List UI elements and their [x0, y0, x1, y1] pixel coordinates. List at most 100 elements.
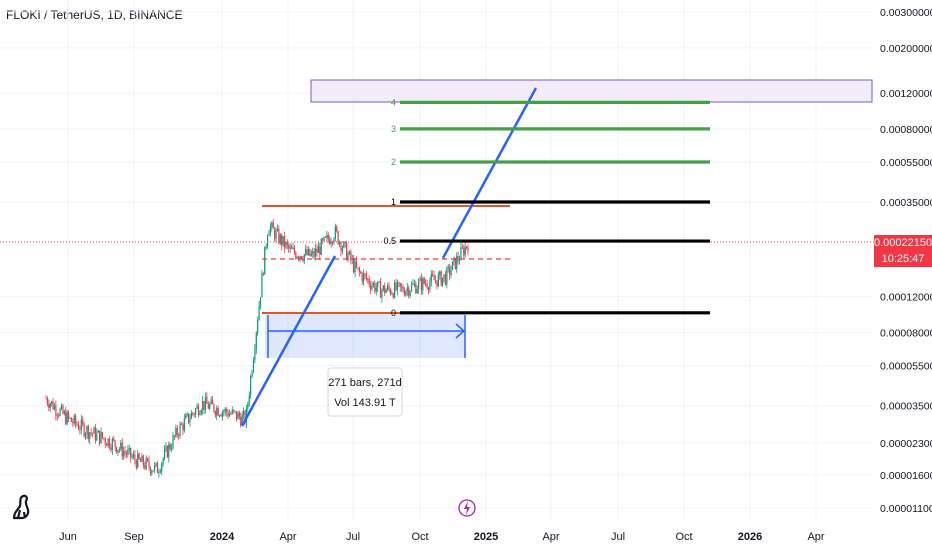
candle-body	[67, 412, 70, 418]
candle-body	[426, 283, 428, 289]
candle-body	[138, 453, 140, 459]
candle-body	[240, 416, 242, 426]
candle-body	[217, 407, 219, 416]
candle-body	[115, 446, 118, 453]
candle-body	[269, 226, 272, 233]
candle-body	[107, 438, 109, 446]
trend-line-1[interactable]	[240, 255, 337, 427]
candle-body	[279, 234, 281, 244]
candle-body	[278, 228, 280, 244]
candle-body	[403, 291, 406, 296]
candle-body	[89, 432, 91, 439]
candle-body	[125, 452, 128, 455]
candle-body	[449, 266, 451, 276]
candle-body	[314, 248, 317, 257]
candle-body	[313, 251, 315, 257]
candle-body	[254, 348, 256, 360]
candle-body	[179, 423, 181, 436]
candle-body	[443, 274, 445, 278]
candle-body	[82, 419, 84, 424]
candle-body	[94, 427, 96, 441]
candle-body	[333, 238, 335, 243]
candle-body	[247, 403, 249, 409]
candle-body	[276, 228, 279, 231]
time-tick-label: Sep	[124, 531, 144, 543]
candle-body	[379, 282, 382, 298]
candle-body	[408, 287, 410, 296]
candle-body	[103, 437, 105, 439]
candle-body	[420, 278, 423, 291]
measure-tooltip: 271 bars, 271d Vol 143.91 T	[327, 367, 403, 417]
drawings[interactable]	[0, 79, 874, 427]
candle-body	[76, 423, 78, 426]
candle-body	[382, 285, 384, 291]
candle-body	[362, 273, 365, 282]
candle-body	[309, 248, 311, 256]
candle-body	[221, 411, 224, 417]
candle-body	[355, 261, 358, 268]
candle-body	[72, 421, 74, 424]
candle-body	[434, 279, 437, 281]
time-axis[interactable]: Jun Sep 2024 Apr Jul Oct 2025 Apr Jul Oct 2026 Apr	[59, 531, 825, 543]
candle-body	[454, 257, 456, 269]
candle-body	[149, 467, 152, 474]
candle-body	[319, 246, 321, 255]
candle-body	[405, 290, 407, 296]
price-axis[interactable]: 0.00300000 0.00200000 0.00120000 0.00080000…	[880, 7, 932, 515]
candle-body	[123, 451, 125, 457]
candle-body	[121, 442, 123, 457]
candle-body	[148, 460, 150, 468]
candle-body	[178, 434, 180, 436]
candle-body	[415, 283, 417, 294]
candle-body	[53, 405, 56, 410]
candle-body	[348, 251, 351, 255]
candle-body	[117, 450, 119, 453]
current-price-tag: 0.00022150	[874, 235, 932, 251]
candle-body	[465, 246, 468, 248]
candle-body	[440, 271, 442, 286]
candle-body	[336, 226, 338, 232]
price-tick-label: 0.00002300	[880, 438, 932, 450]
candle-body	[197, 405, 200, 415]
candle-body	[216, 407, 218, 416]
candle-body	[132, 454, 135, 457]
candle-body	[292, 247, 294, 249]
measure-range-box[interactable]	[265, 313, 465, 358]
candle-body	[190, 412, 192, 419]
price-tick-label: 0.00003500	[880, 401, 932, 413]
candle-body	[99, 430, 101, 444]
trend-line-2[interactable]	[441, 87, 538, 259]
fib-level-label: 0	[391, 308, 396, 318]
tradingview-logo-icon[interactable]	[10, 492, 36, 522]
candle-body	[175, 427, 177, 437]
candle-body	[433, 275, 435, 280]
candle-body	[233, 409, 235, 412]
candle-body	[264, 246, 266, 275]
fib-levels[interactable]: 0 0.5 1 2 3 4	[383, 97, 710, 318]
candle-body	[450, 270, 452, 276]
candle-body	[134, 454, 136, 461]
candle-body	[111, 438, 113, 451]
candle-body	[447, 266, 449, 269]
candle-body	[162, 458, 164, 464]
candle-body	[451, 261, 454, 271]
candle-body	[312, 251, 314, 254]
candle-body	[340, 241, 342, 252]
candle-body	[281, 234, 283, 246]
candle-body	[142, 455, 144, 466]
candle-body	[127, 449, 129, 455]
candle-body	[96, 432, 98, 441]
candle-body	[49, 403, 51, 408]
candle-body	[137, 453, 139, 468]
lightning-icon[interactable]	[458, 497, 476, 519]
candle-body	[207, 403, 209, 409]
candle-body	[234, 411, 236, 413]
candle-body	[139, 458, 142, 462]
candle-body	[65, 411, 67, 424]
fib-level-label: 0.5	[383, 236, 396, 246]
candle-body	[262, 273, 264, 275]
candle-body	[83, 423, 85, 437]
price-tick-label: 0.00001600	[880, 470, 932, 482]
candle-body	[410, 284, 413, 292]
